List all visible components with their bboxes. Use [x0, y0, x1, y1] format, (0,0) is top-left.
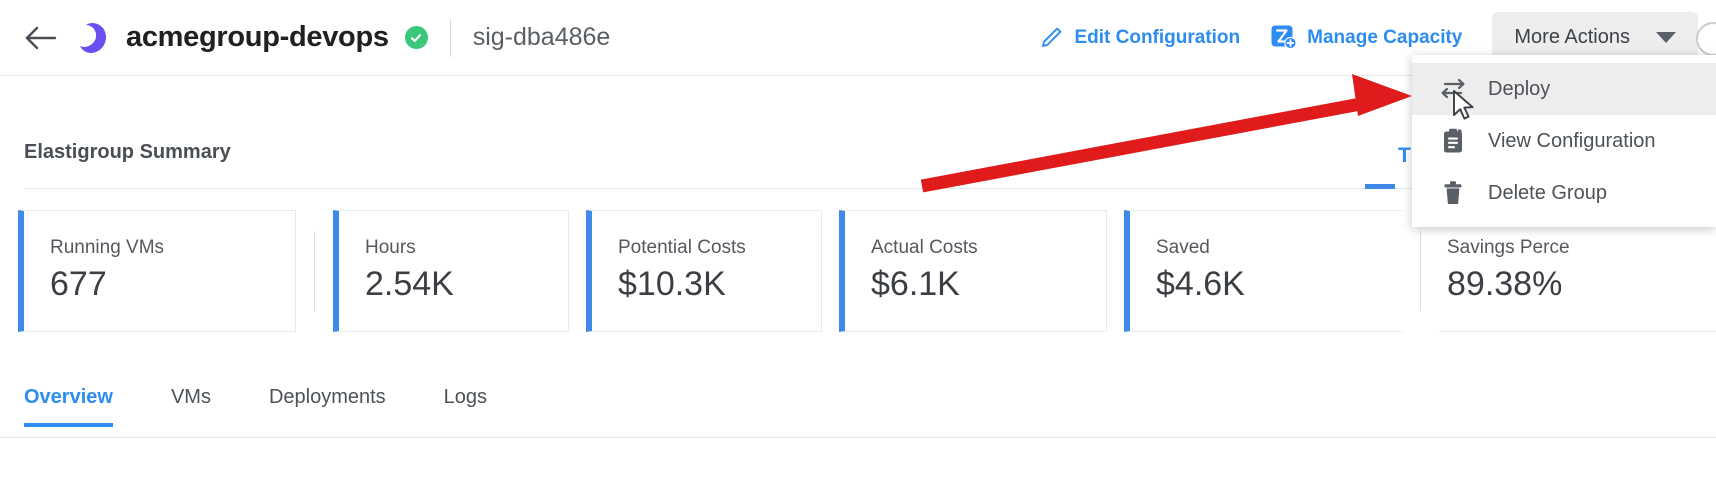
pencil-icon: [1038, 25, 1064, 51]
more-actions-button[interactable]: More Actions: [1492, 11, 1698, 64]
user-avatar-icon[interactable]: [1696, 22, 1716, 56]
metric-label: Running VMs: [50, 237, 165, 258]
metric-cards: Running VMs 677 Hours 2.54K Potential Co…: [18, 210, 1716, 332]
metric-label: Savings Perce: [1447, 237, 1570, 258]
metric-value: 677: [50, 265, 107, 303]
spot-logo-icon: [74, 20, 110, 56]
back-button[interactable]: [20, 17, 62, 59]
card-separator: [577, 231, 578, 311]
tab-logs[interactable]: Logs: [443, 386, 488, 408]
tab-vms[interactable]: VMs: [170, 386, 211, 408]
menu-item-label: Deploy: [1488, 77, 1551, 100]
occluded-tab-underline: [1365, 184, 1395, 189]
metric-card[interactable]: Actual Costs $6.1K: [839, 210, 1107, 332]
tab-bar-divider: [0, 437, 1716, 438]
menu-item-deploy[interactable]: Deploy: [1412, 63, 1716, 115]
summary-heading: Elastigroup Summary: [24, 141, 231, 163]
trash-icon: [1440, 180, 1466, 206]
edit-configuration-button[interactable]: Edit Configuration: [1038, 25, 1240, 51]
clipboard-icon: [1440, 128, 1466, 154]
metric-card[interactable]: Potential Costs $10.3K: [586, 210, 822, 332]
more-actions-menu: Deploy View Configuration: [1412, 55, 1716, 227]
page-header: acmegroup-devops sig-dba486e Edit Config…: [0, 0, 1716, 76]
metric-card[interactable]: Saved $4.6K: [1124, 210, 1402, 332]
metric-value: $6.1K: [871, 265, 960, 303]
metric-value: $4.6K: [1156, 265, 1245, 303]
metric-value: 2.54K: [365, 265, 454, 303]
status-badge: [404, 26, 428, 49]
metric-card[interactable]: Savings Perce 89.38%: [1439, 210, 1716, 332]
edit-configuration-label: Edit Configuration: [1074, 26, 1241, 48]
chevron-down-icon: [1656, 32, 1676, 43]
arrow-left-icon: [25, 26, 57, 49]
group-id-label: sig-dba486e: [472, 23, 611, 51]
card-separator: [314, 231, 315, 311]
menu-item-view-configuration[interactable]: View Configuration: [1412, 115, 1716, 167]
metric-value: 89.38%: [1447, 265, 1563, 303]
metric-label: Actual Costs: [871, 237, 978, 258]
manage-capacity-label: Manage Capacity: [1307, 26, 1463, 48]
capacity-icon: [1270, 24, 1297, 51]
metric-label: Hours: [365, 237, 416, 258]
tab-bar: Overview VMs Deployments Logs: [24, 386, 545, 427]
tab-deployments[interactable]: Deployments: [268, 386, 386, 408]
header-divider: [449, 18, 451, 57]
card-separator: [830, 231, 831, 311]
metric-value: $10.3K: [618, 265, 726, 303]
swap-arrows-icon: [1440, 78, 1466, 100]
metric-label: Potential Costs: [618, 237, 746, 258]
page-title: acmegroup-devops: [126, 21, 389, 53]
summary-divider: [24, 188, 1716, 189]
manage-capacity-button[interactable]: Manage Capacity: [1270, 24, 1462, 51]
more-actions-label: More Actions: [1514, 26, 1630, 48]
menu-item-label: View Configuration: [1488, 129, 1656, 152]
menu-item-label: Delete Group: [1488, 181, 1607, 204]
card-separator: [1115, 231, 1116, 311]
check-circle-icon: [411, 33, 422, 42]
card-separator: [1420, 231, 1421, 311]
menu-item-delete-group[interactable]: Delete Group: [1412, 167, 1716, 219]
metric-card[interactable]: Hours 2.54K: [333, 210, 569, 332]
tab-overview[interactable]: Overview: [24, 386, 113, 427]
metric-card[interactable]: Running VMs 677: [18, 210, 296, 332]
occluded-tab-label[interactable]: T: [1398, 144, 1411, 167]
metric-label: Saved: [1156, 237, 1210, 258]
header-actions: Edit Configuration Manage Capacity More …: [1038, 0, 1716, 76]
